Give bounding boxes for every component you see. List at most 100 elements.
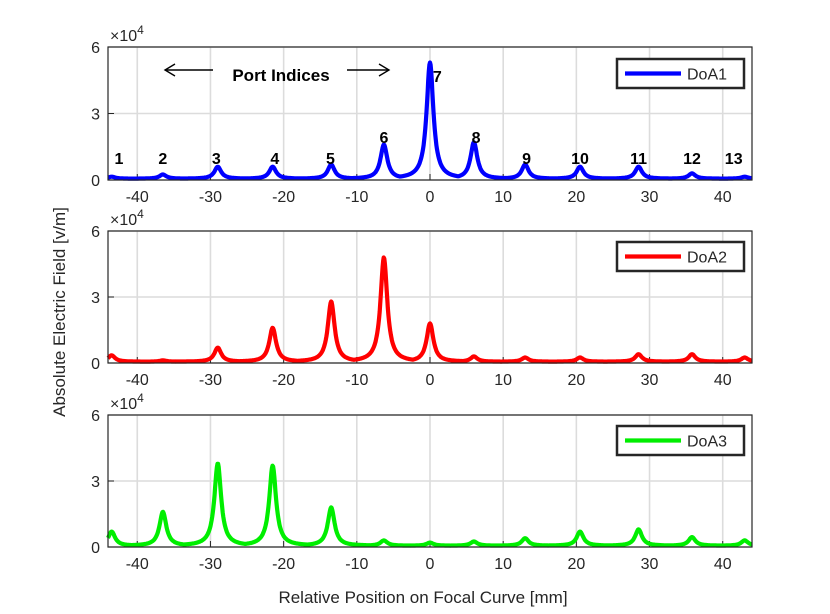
data-point — [690, 535, 694, 539]
data-point — [523, 162, 527, 166]
data-point — [472, 140, 476, 144]
x-tick-label: -10 — [345, 189, 368, 206]
x-tick-label: 0 — [426, 372, 435, 389]
data-point — [637, 165, 641, 169]
data-point — [428, 541, 432, 545]
data-point — [216, 461, 220, 465]
data-point — [523, 536, 527, 540]
data-point — [637, 352, 641, 356]
data-point — [523, 356, 527, 359]
data-point — [271, 464, 275, 468]
data-point — [382, 255, 386, 259]
port-index-label: 3 — [212, 151, 221, 168]
y-tick-label: 6 — [91, 408, 100, 425]
data-point — [690, 171, 694, 175]
x-tick-label: -10 — [345, 372, 368, 389]
y-exponent-label: ×104 — [110, 23, 144, 45]
y-exponent-power: 4 — [137, 391, 144, 405]
port-index-label: 1 — [115, 151, 124, 168]
port-index-label: 12 — [683, 151, 701, 168]
y-exponent-label: ×104 — [110, 391, 144, 413]
x-tick-label: -20 — [272, 556, 295, 573]
x-tick-label: 30 — [641, 189, 659, 206]
x-axis-label: Relative Position on Focal Curve [mm] — [278, 588, 567, 607]
x-tick-label: 20 — [567, 189, 585, 206]
y-tick-label: 0 — [91, 356, 100, 373]
x-tick-label: 0 — [426, 556, 435, 573]
x-tick-label: -40 — [126, 372, 149, 389]
x-tick-label: -30 — [199, 189, 222, 206]
x-tick-label: 30 — [641, 556, 659, 573]
subplot-2: -40 -30 -20 -10 0 10 20 30 40 0 3 6 ×104 DoA2 — [91, 207, 754, 389]
data-point — [110, 353, 114, 357]
data-point — [382, 143, 386, 147]
data-point — [743, 538, 747, 542]
port-index-label: 11 — [630, 151, 647, 168]
data-point — [690, 352, 694, 356]
y-tick-label: 6 — [91, 224, 100, 241]
x-tick-label: -30 — [199, 556, 222, 573]
port-index-label: 8 — [472, 130, 481, 147]
axes-frame — [107, 46, 753, 181]
data-point — [216, 346, 220, 350]
x-tick-label: 40 — [714, 372, 732, 389]
x-tick-label: 40 — [714, 556, 732, 573]
x-tick-label: -10 — [345, 556, 368, 573]
port-index-label: 10 — [571, 151, 589, 168]
x-tick-label: -40 — [126, 556, 149, 573]
data-point — [382, 538, 386, 542]
data-point — [329, 299, 333, 303]
data-point — [578, 530, 582, 534]
data-point — [271, 326, 275, 330]
data-point — [161, 510, 165, 514]
x-tick-label: 20 — [567, 372, 585, 389]
data-point — [271, 165, 275, 169]
x-tick-label: 40 — [714, 189, 732, 206]
data-point — [637, 527, 641, 531]
data-point — [329, 162, 333, 166]
port-indices-annotation: Port Indices — [232, 66, 329, 85]
y-exponent-power: 4 — [137, 207, 144, 221]
port-index-label: 2 — [158, 151, 167, 168]
x-tick-label: -20 — [272, 372, 295, 389]
data-point — [161, 172, 165, 176]
data-point — [161, 358, 165, 362]
y-exponent-power: 4 — [137, 23, 144, 37]
data-point — [428, 61, 432, 65]
data-point — [110, 530, 114, 534]
y-tick-label: 3 — [91, 474, 100, 491]
port-index-label: 9 — [522, 151, 531, 168]
axes-frame — [107, 414, 753, 548]
x-tick-label: 20 — [567, 556, 585, 573]
port-index-label: 5 — [326, 151, 335, 168]
axes-frame — [107, 230, 753, 364]
x-tick-label: -20 — [272, 189, 295, 206]
x-tick-label: 30 — [641, 372, 659, 389]
y-tick-label: 0 — [91, 540, 100, 557]
port-index-label: 4 — [270, 151, 279, 168]
data-point — [472, 354, 476, 358]
data-point — [428, 321, 432, 325]
data-point — [329, 505, 333, 509]
data-point — [110, 175, 114, 179]
subplot-3: -40 -30 -20 -10 0 10 20 30 40 0 3 6 ×104 DoA3 — [91, 391, 754, 573]
legend-entry: DoA1 — [687, 67, 727, 84]
data-point — [743, 356, 747, 359]
annotation-arrows — [163, 63, 391, 77]
y-tick-label: 3 — [91, 290, 100, 307]
data-point — [578, 165, 582, 169]
data-point — [472, 540, 476, 543]
x-tick-label: -30 — [199, 372, 222, 389]
x-tick-label: 0 — [426, 189, 435, 206]
y-tick-label: 6 — [91, 40, 100, 57]
x-tick-label: 10 — [494, 189, 512, 206]
x-tick-label: 10 — [494, 372, 512, 389]
legend-entry: DoA2 — [687, 250, 727, 267]
data-point — [743, 175, 747, 179]
x-tick-label: -40 — [126, 189, 149, 206]
port-index-label: 13 — [725, 151, 743, 168]
data-point — [578, 356, 582, 359]
